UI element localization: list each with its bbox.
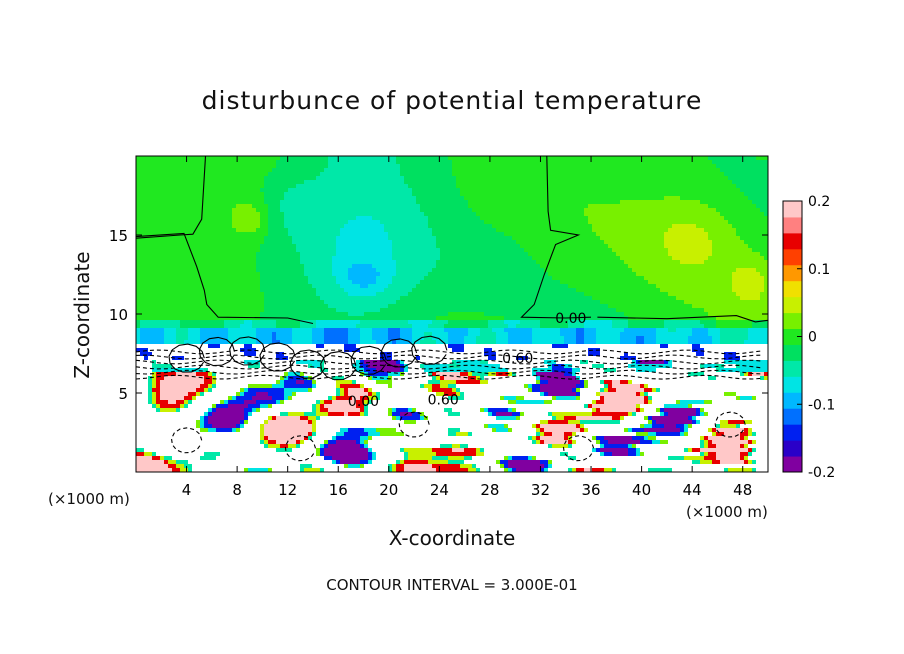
x-tick-label: 12 [278,481,297,499]
x-tick-label: 16 [329,481,348,499]
chart-title: disturbunce of potential temperature [201,86,703,115]
contour-cloud-loop [289,349,327,379]
y-tick-label: 5 [118,385,128,403]
colorbar-tick-label: -0.1 [808,397,835,413]
colorbar: 0.2 0.1 0 -0.1 -0.2 [782,194,835,481]
colorbar-swatch [783,344,802,361]
x-tick-label: 4 [182,481,192,499]
contour-zero-right-lower [520,156,592,319]
contour-zero-left-upper [136,156,207,239]
colorbar-swatch [783,408,802,425]
contour-zero-left-lower [136,232,314,325]
contour-cloud-loop [198,336,236,367]
contour-label: 0.60 [428,392,459,408]
colorbar-swatch [783,264,802,282]
contour-interval-caption: CONTOUR INTERVAL = 3.000E-01 [326,576,578,594]
contour-labels: 0.00 0.60 0.00 0.60 [348,311,586,410]
colorbar-swatch [783,248,802,266]
colorbar-swatch [783,360,802,377]
colorbar-swatch [783,376,802,393]
colorbar-swatch [783,296,802,314]
contour-cloud-loop [380,338,418,368]
contour-label: 0.00 [555,311,586,327]
x-tick-label: 40 [632,481,651,499]
colorbar-swatch [783,280,802,298]
contour-cloud-loop [168,343,205,373]
contour-cloud-loop [229,336,266,366]
y-axis-label: Z-coordinate [70,251,94,379]
x-tick-label: 36 [581,481,600,499]
contour-label: 0.00 [348,394,379,410]
contour-zero-right [597,315,768,323]
x-tick-label: 8 [232,481,242,499]
colorbar-swatch [783,232,802,250]
colorbar-tick-label: 0.1 [808,262,830,278]
x-unit-right: (×1000 m) [686,503,768,521]
colorbar-tick-label: 0 [808,330,817,346]
x-tick-label: 28 [480,481,499,499]
colorbar-swatch [783,328,802,345]
contour-cloud-loop [320,351,357,381]
colorbar-swatch [783,424,802,441]
x-tick-label: 44 [683,481,702,499]
x-axis-label: X-coordinate [388,526,516,550]
colorbar-swatch [783,440,802,457]
contour-label: 0.60 [502,351,533,367]
x-tick-label: 24 [430,481,449,499]
x-tick-label: 20 [379,481,398,499]
colorbar-swatch [783,312,802,330]
color-field [136,156,768,472]
contour-cloud-loop [259,342,296,372]
x-axis: 4 8 12 16 20 24 28 32 36 40 44 48 [182,156,752,499]
colorbar-swatch [783,392,802,409]
x-tick-label: 32 [531,481,550,499]
colorbar-tick-label: -0.2 [808,465,835,481]
contour-cloud-loop [411,335,448,365]
colorbar-swatch [783,216,802,234]
y-tick-label: 10 [109,306,128,324]
y-tick-label: 15 [109,227,128,245]
x-tick-label: 48 [733,481,752,499]
contour-cloud-loop [350,345,387,375]
colorbar-tick-label: 0.2 [808,194,830,210]
contour-lines [136,156,768,462]
colorbar-swatch [783,201,802,218]
colorbar-swatch [783,456,802,473]
y-axis: 5 10 15 [109,227,768,403]
x-unit-left: (×1000 m) [48,490,130,508]
